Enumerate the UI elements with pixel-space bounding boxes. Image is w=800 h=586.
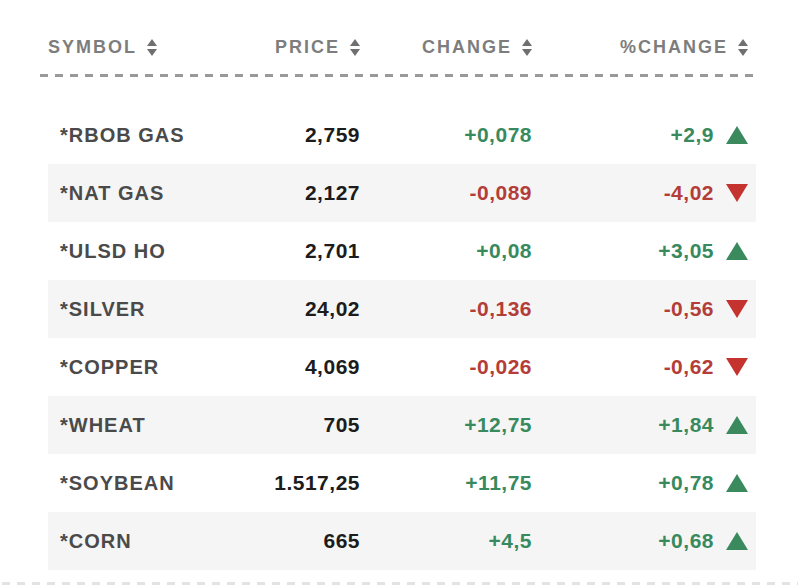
arrow-up-icon xyxy=(726,416,748,434)
table-row: *NAT GAS 2,127 -0,089 -4,02 xyxy=(48,164,756,222)
arrow-down-icon xyxy=(726,300,748,318)
pct-change-cell: +0,78 xyxy=(538,471,756,495)
table-row: *COPPER 4,069 -0,026 -0,62 xyxy=(48,338,756,396)
pct-change-value: -4,02 xyxy=(664,181,714,205)
symbol-cell: *NAT GAS xyxy=(48,182,213,205)
arrow-down-icon xyxy=(726,358,748,376)
symbol-cell: *SOYBEAN xyxy=(48,472,213,495)
change-cell: -0,089 xyxy=(368,181,538,205)
price-cell: 2,759 xyxy=(213,123,368,147)
arrow-up-icon xyxy=(726,474,748,492)
sort-arrows-icon[interactable] xyxy=(147,39,157,56)
column-header-symbol[interactable]: SYMBOL xyxy=(48,37,213,58)
price-cell: 24,02 xyxy=(213,297,368,321)
table-row: *ULSD HO 2,701 +0,08 +3,05 xyxy=(48,222,756,280)
pct-change-cell: +3,05 xyxy=(538,239,756,263)
symbol-cell: *ULSD HO xyxy=(48,240,213,263)
column-header-pct-change-label: %CHANGE xyxy=(620,37,728,58)
price-cell: 705 xyxy=(213,413,368,437)
change-cell: +11,75 xyxy=(368,471,538,495)
arrow-down-icon xyxy=(726,184,748,202)
pct-change-value: +0,68 xyxy=(658,529,714,553)
column-header-change-label: CHANGE xyxy=(422,37,512,58)
price-cell: 2,127 xyxy=(213,181,368,205)
pct-change-value: +3,05 xyxy=(658,239,714,263)
column-header-change[interactable]: CHANGE xyxy=(368,37,538,58)
change-cell: +4,5 xyxy=(368,529,538,553)
symbol-cell: *SILVER xyxy=(48,298,213,321)
column-header-pct-change[interactable]: %CHANGE xyxy=(538,37,756,58)
symbol-cell: *WHEAT xyxy=(48,414,213,437)
change-cell: +12,75 xyxy=(368,413,538,437)
arrow-up-icon xyxy=(726,126,748,144)
pct-change-value: +0,78 xyxy=(658,471,714,495)
change-cell: -0,136 xyxy=(368,297,538,321)
column-header-price[interactable]: PRICE xyxy=(213,37,368,58)
sort-arrows-icon[interactable] xyxy=(738,39,748,56)
symbol-cell: *CORN xyxy=(48,530,213,553)
change-cell: +0,08 xyxy=(368,239,538,263)
sort-arrows-icon[interactable] xyxy=(522,39,532,56)
price-cell: 4,069 xyxy=(213,355,368,379)
arrow-up-icon xyxy=(726,532,748,550)
table-row: *CORN 665 +4,5 +0,68 xyxy=(48,512,756,570)
arrow-up-icon xyxy=(726,242,748,260)
pct-change-cell: -0,62 xyxy=(538,355,756,379)
bottom-separator xyxy=(2,582,798,585)
table-row: *RBOB GAS 2,759 +0,078 +2,9 xyxy=(48,106,756,164)
symbol-cell: *RBOB GAS xyxy=(48,124,213,147)
price-cell: 665 xyxy=(213,529,368,553)
table-row: *SILVER 24,02 -0,136 -0,56 xyxy=(48,280,756,338)
pct-change-cell: +0,68 xyxy=(538,529,756,553)
commodities-price-table: SYMBOL PRICE CHANGE %CHANGE *RBOB GAS 2,… xyxy=(0,0,800,586)
pct-change-value: +1,84 xyxy=(658,413,714,437)
sort-arrows-icon[interactable] xyxy=(350,39,360,56)
symbol-cell: *COPPER xyxy=(48,356,213,379)
price-cell: 1.517,25 xyxy=(213,471,368,495)
price-cell: 2,701 xyxy=(213,239,368,263)
pct-change-value: -0,56 xyxy=(664,297,714,321)
pct-change-cell: +1,84 xyxy=(538,413,756,437)
table-header: SYMBOL PRICE CHANGE %CHANGE xyxy=(48,0,756,74)
table-body: *RBOB GAS 2,759 +0,078 +2,9 *NAT GAS 2,1… xyxy=(0,106,800,570)
pct-change-value: +2,9 xyxy=(671,123,714,147)
pct-change-cell: -0,56 xyxy=(538,297,756,321)
table-row: *WHEAT 705 +12,75 +1,84 xyxy=(48,396,756,454)
change-cell: +0,078 xyxy=(368,123,538,147)
change-cell: -0,026 xyxy=(368,355,538,379)
pct-change-cell: -4,02 xyxy=(538,181,756,205)
pct-change-value: -0,62 xyxy=(664,355,714,379)
table-row: *SOYBEAN 1.517,25 +11,75 +0,78 xyxy=(48,454,756,512)
column-header-symbol-label: SYMBOL xyxy=(48,37,137,58)
pct-change-cell: +2,9 xyxy=(538,123,756,147)
header-separator xyxy=(40,74,760,77)
column-header-price-label: PRICE xyxy=(275,37,340,58)
